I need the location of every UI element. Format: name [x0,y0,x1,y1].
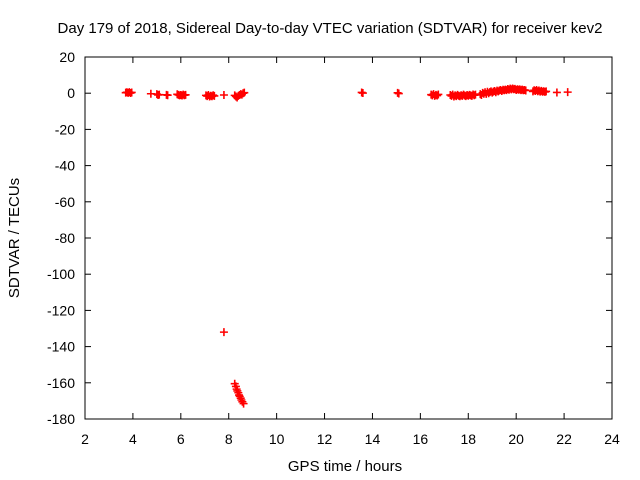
x-tick-label: 24 [604,431,620,447]
y-tick-label: -180 [47,411,75,427]
data-point-marker [563,88,572,97]
y-tick-label: -80 [55,230,75,246]
data-point-marker [542,87,551,96]
data-point-marker [238,397,247,406]
data-point-marker [210,91,219,100]
y-tick-label: -20 [55,121,75,137]
data-point-marker [394,89,403,98]
x-tick-label: 22 [556,431,572,447]
y-tick-label: -140 [47,339,75,355]
data-point-marker [235,392,244,401]
x-tick-label: 14 [365,431,381,447]
data-point-marker [358,89,367,98]
plot-area-border [84,56,613,420]
data-point-marker [552,88,561,97]
x-tick-label: 2 [81,431,89,447]
y-tick-label: -40 [55,158,75,174]
y-axis-label: SDTVAR / TECUs [6,178,23,298]
x-tick-label: 6 [177,431,185,447]
x-tick-label: 8 [225,431,233,447]
x-tick-label: 10 [269,431,285,447]
data-point-marker [219,328,228,337]
y-axis-ticks: 20 0 -20 -40 -60 -80 -100 -120 -140 -160 -180 [47,49,612,427]
data-point-marker [181,90,190,99]
y-tick-label: 0 [67,85,75,101]
x-tick-label: 12 [317,431,333,447]
data-point-marker [163,91,172,100]
data-point-marker [434,90,443,99]
data-point-marker [219,91,228,100]
data-point-marker [127,88,136,97]
data-points [121,84,572,408]
data-point-marker [155,90,164,99]
x-tick-label: 4 [129,431,137,447]
y-tick-label: -120 [47,302,75,318]
data-point-marker [239,399,248,408]
data-point-marker [240,88,249,97]
data-point-marker [233,386,242,395]
x-axis-label: GPS time / hours [288,458,402,475]
chart-title: Day 179 of 2018, Sidereal Day-to-day VTE… [58,20,603,37]
x-tick-label: 18 [460,431,476,447]
data-point-marker [521,86,530,95]
y-tick-label: -160 [47,375,75,391]
x-tick-label: 16 [413,431,429,447]
y-tick-label: -60 [55,194,75,210]
x-tick-label: 20 [508,431,524,447]
y-tick-label: 20 [59,49,75,65]
data-point-marker [433,91,442,100]
y-tick-label: -100 [47,266,75,282]
